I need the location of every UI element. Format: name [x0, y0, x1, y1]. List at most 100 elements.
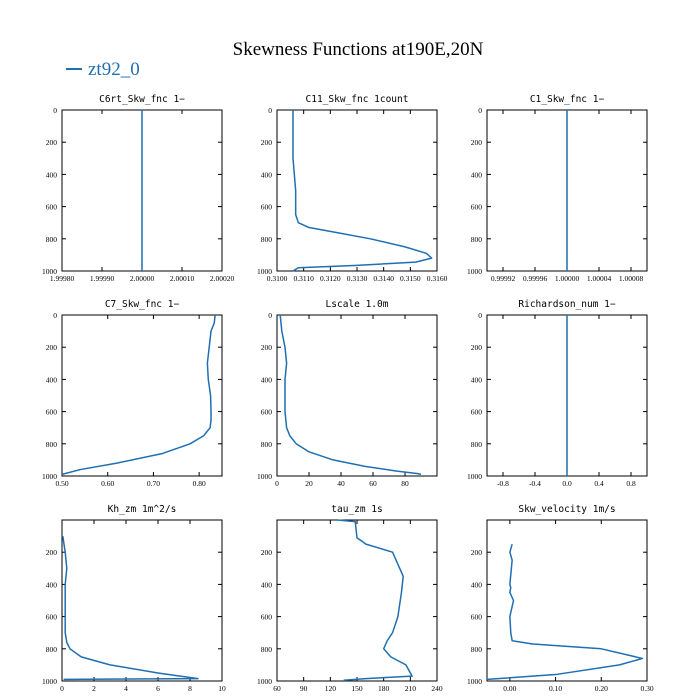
y-tick-label: 600 — [471, 408, 483, 417]
x-tick-label: 0.00 — [503, 684, 516, 693]
y-tick-label: 600 — [46, 203, 58, 212]
y-tick-label: 600 — [261, 613, 273, 622]
panel-title: C11_Skw_fnc 1count — [306, 94, 409, 105]
x-tick-label: 150 — [351, 684, 363, 693]
y-tick-label: 800 — [261, 235, 273, 244]
y-tick-label: 800 — [471, 235, 483, 244]
panel-title: Kh_zm 1m^2/s — [108, 504, 177, 515]
x-tick-label: 0.4 — [594, 479, 604, 488]
panel-title: C7_Skw_fnc 1− — [105, 299, 180, 310]
x-tick-label: 0.10 — [549, 684, 562, 693]
y-tick-label: 400 — [471, 170, 483, 179]
y-tick-label: 600 — [471, 613, 483, 622]
x-tick-label: 0.3160 — [427, 274, 448, 283]
x-tick-label: 2 — [92, 684, 96, 693]
x-tick-label: 2.00000 — [130, 274, 155, 283]
x-tick-label: 240 — [431, 684, 443, 693]
series-line — [486, 543, 644, 681]
y-tick-label: 1000 — [42, 472, 57, 481]
panel-title: tau_zm 1s — [331, 504, 382, 515]
y-tick-label: 800 — [471, 440, 483, 449]
y-tick-label: 200 — [46, 548, 58, 557]
y-tick-label: 800 — [46, 440, 58, 449]
y-tick-label: 400 — [46, 375, 58, 384]
x-tick-label: 0.50 — [55, 479, 68, 488]
x-tick-label: 120 — [325, 684, 337, 693]
x-tick-label: 0.99992 — [491, 274, 516, 283]
y-tick-label: 600 — [46, 613, 58, 622]
panel-title: C1_Skw_fnc 1− — [530, 94, 605, 105]
y-tick-label: 0 — [268, 311, 272, 320]
x-tick-label: 0.3100 — [267, 274, 288, 283]
x-tick-label: 20 — [305, 479, 313, 488]
panel-title: C6rt_Skw_fnc 1− — [99, 94, 185, 105]
y-tick-label: 1000 — [257, 677, 272, 686]
plot-frame — [276, 314, 438, 477]
y-tick-label: 1000 — [257, 267, 272, 276]
series-line — [61, 314, 216, 476]
plot-frame — [61, 314, 223, 477]
chart-panel-7: Kh_zm 1m^2/s 0 2 4 6 8 10 200 400 600 800 1000 — [42, 504, 226, 693]
x-tick-label: 8 — [188, 684, 192, 693]
x-tick-label: -0.8 — [497, 479, 509, 488]
x-tick-label: 0.0 — [562, 479, 572, 488]
x-tick-label: 1.00000 — [555, 274, 580, 283]
y-tick-label: 400 — [46, 170, 58, 179]
y-tick-label: 200 — [46, 138, 58, 147]
x-tick-label: 0.20 — [595, 684, 608, 693]
series-line — [62, 535, 199, 681]
x-tick-label: 1.00008 — [619, 274, 644, 283]
y-tick-label: 1000 — [467, 472, 482, 481]
x-tick-label: 0.3110 — [293, 274, 314, 283]
x-tick-label: -0.4 — [529, 479, 541, 488]
y-tick-label: 800 — [471, 645, 483, 654]
x-tick-label: 0.30 — [640, 684, 653, 693]
chart-panel-9: Skw_velocity 1m/s 0.00 0.10 0.20 0.30 200 400 6… — [467, 504, 654, 693]
y-tick-label: 200 — [261, 343, 273, 352]
y-tick-label: 600 — [261, 408, 273, 417]
chart-panel-1: C6rt_Skw_fnc 1− 1.99980 1.99990 2.00000 2.00… — [42, 94, 234, 283]
x-tick-label: 0.70 — [147, 479, 160, 488]
x-tick-label: 0.8 — [626, 479, 636, 488]
series-line — [337, 519, 413, 681]
x-tick-label: 40 — [337, 479, 345, 488]
y-tick-label: 400 — [471, 375, 483, 384]
y-tick-label: 1000 — [467, 267, 482, 276]
y-tick-label: 400 — [261, 580, 273, 589]
x-tick-label: 0.60 — [101, 479, 114, 488]
y-tick-label: 400 — [261, 170, 273, 179]
y-tick-label: 600 — [261, 203, 273, 212]
y-tick-label: 600 — [471, 203, 483, 212]
y-tick-label: 800 — [261, 645, 273, 654]
x-tick-label: 0.99996 — [523, 274, 548, 283]
plot-frame — [276, 519, 438, 682]
series-line — [279, 314, 422, 476]
y-tick-label: 1000 — [467, 677, 482, 686]
y-tick-label: 1000 — [42, 677, 57, 686]
y-tick-label: 800 — [261, 440, 273, 449]
x-tick-label: 1.00004 — [587, 274, 612, 283]
x-tick-label: 6 — [156, 684, 160, 693]
x-tick-label: 2.00020 — [210, 274, 235, 283]
x-tick-label: 1.99990 — [90, 274, 115, 283]
x-tick-label: 0.80 — [193, 479, 206, 488]
y-tick-label: 200 — [471, 343, 483, 352]
y-tick-label: 200 — [471, 548, 483, 557]
x-tick-label: 0.3120 — [320, 274, 341, 283]
panel-title: Lscale 1.0m — [326, 299, 389, 310]
plot-frame — [486, 519, 648, 682]
x-tick-label: 4 — [124, 684, 128, 693]
series-line — [292, 110, 433, 272]
chart-panel-8: tau_zm 1s 60 90 120 150 180 210 240 200 400 600 800… — [257, 504, 443, 693]
chart-panel-4: C7_Skw_fnc 1− 0.50 0.60 0.70 0.80 0 200 400 600 8… — [42, 299, 223, 488]
y-tick-label: 0 — [478, 311, 482, 320]
y-tick-label: 400 — [471, 580, 483, 589]
x-tick-label: 210 — [405, 684, 417, 693]
figure-title: Skewness Functions at190E,20N — [233, 39, 484, 60]
plot-frame — [276, 109, 438, 272]
y-tick-label: 0 — [478, 106, 482, 115]
legend: zt92_0 — [66, 59, 140, 80]
x-tick-label: 90 — [300, 684, 308, 693]
